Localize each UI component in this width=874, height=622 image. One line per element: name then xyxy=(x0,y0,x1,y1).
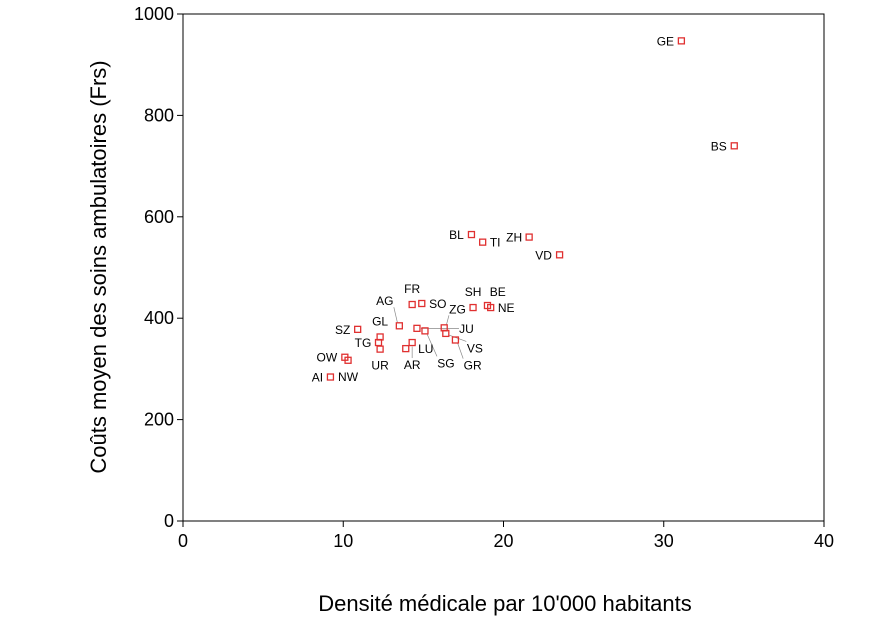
point-label: SG xyxy=(437,356,454,370)
data-point-vd xyxy=(555,251,564,259)
x-tick-label: 20 xyxy=(493,531,513,551)
data-point-bl xyxy=(467,230,476,239)
y-tick-label: 400 xyxy=(144,308,174,328)
x-tick-label: 30 xyxy=(654,531,674,551)
data-point-ju xyxy=(413,324,421,332)
point-label: AI xyxy=(312,371,323,385)
point-label: SZ xyxy=(335,323,350,337)
data-point-ti xyxy=(479,238,487,246)
point-label: GL xyxy=(372,314,388,328)
point-label: ZG xyxy=(449,302,466,316)
y-tick-label: 600 xyxy=(144,207,174,227)
data-point-lu xyxy=(402,344,410,353)
point-label: TI xyxy=(490,236,501,250)
label-leader-line xyxy=(446,315,450,325)
point-label: UR xyxy=(371,359,389,373)
x-tick-label: 10 xyxy=(333,531,353,551)
x-axis-label: Densité médicale par 10'000 habitants xyxy=(318,591,692,616)
data-point-so xyxy=(418,299,426,308)
data-point-sg xyxy=(421,327,429,335)
data-point-gr xyxy=(451,336,460,344)
data-point-vs xyxy=(442,329,450,338)
data-point-sh xyxy=(469,303,477,312)
point-label: JU xyxy=(459,322,474,336)
y-tick-label: 800 xyxy=(144,105,174,125)
point-label: AR xyxy=(404,358,421,372)
y-axis-label: Coûts moyen des soins ambulatoires (Frs) xyxy=(86,60,111,473)
point-label: NW xyxy=(338,370,359,384)
y-tick-label: 0 xyxy=(164,511,174,531)
point-label: LU xyxy=(418,342,433,356)
data-point-sz xyxy=(354,325,362,334)
y-tick-label: 200 xyxy=(144,410,174,430)
label-leader-line xyxy=(457,343,464,359)
data-point-fr xyxy=(408,300,416,309)
data-point-ag xyxy=(395,322,403,330)
data-point-nw xyxy=(344,356,352,364)
point-label: GR xyxy=(464,359,482,373)
data-point-ne xyxy=(487,303,495,312)
point-label: SO xyxy=(429,297,446,311)
plot-frame xyxy=(182,13,825,522)
data-point-ur xyxy=(376,345,384,353)
x-tick-label: 0 xyxy=(178,531,188,551)
data-point-ge xyxy=(677,37,686,45)
point-label: FR xyxy=(404,282,420,296)
y-tick-label: 1000 xyxy=(134,4,174,24)
point-label: NE xyxy=(498,301,515,315)
point-label: BE xyxy=(490,285,506,299)
point-label: ZH xyxy=(506,231,522,245)
point-label: BL xyxy=(449,228,464,242)
label-leader-line xyxy=(426,334,438,357)
point-label: GE xyxy=(657,34,674,48)
data-point-ar xyxy=(408,338,416,347)
point-label: OW xyxy=(317,351,338,365)
point-label: VS xyxy=(467,341,483,355)
data-point-ai xyxy=(326,373,335,381)
data-point-bs xyxy=(730,142,738,150)
label-leader-line xyxy=(393,307,398,323)
point-label: BS xyxy=(711,139,727,153)
x-tick-label: 40 xyxy=(814,531,834,551)
data-point-zh xyxy=(525,233,533,241)
point-label: AG xyxy=(376,294,393,308)
point-label: SH xyxy=(465,285,482,299)
point-label: TG xyxy=(355,336,372,350)
point-label: VD xyxy=(535,248,552,262)
